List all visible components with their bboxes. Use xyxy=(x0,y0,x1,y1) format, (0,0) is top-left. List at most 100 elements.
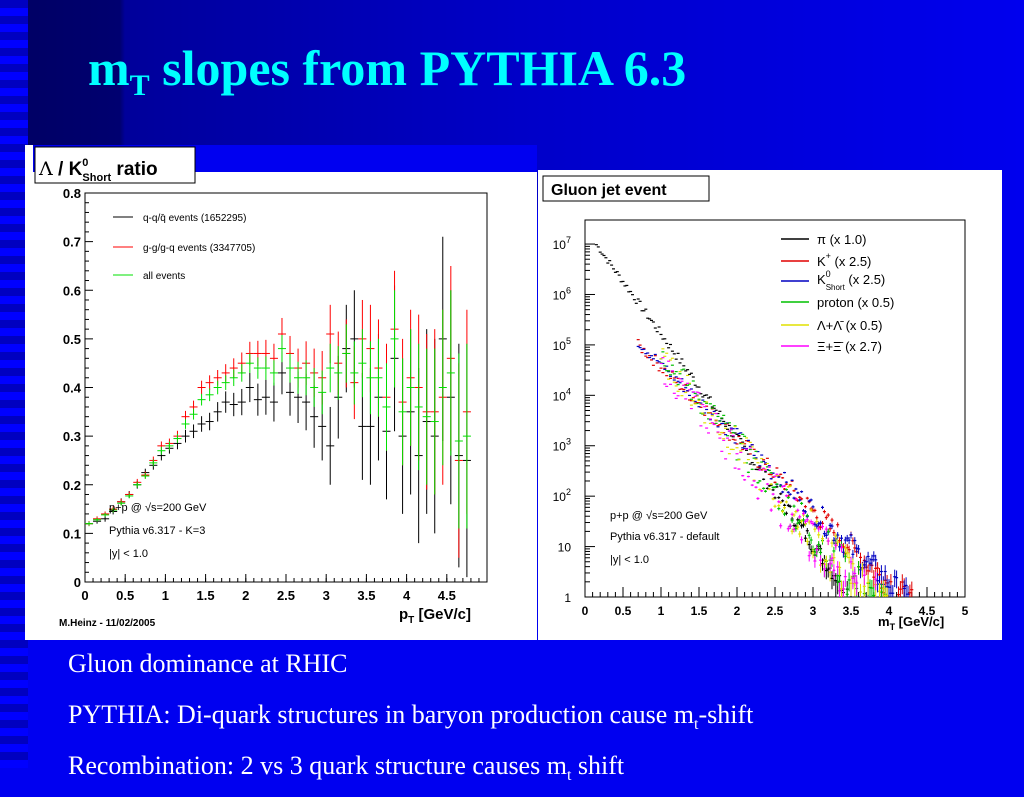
left-data-point-0 xyxy=(197,416,206,432)
title-rest: slopes from PYTHIA 6.3 xyxy=(149,40,687,96)
right-x-tick-label: 1 xyxy=(658,604,665,618)
legend-label-all: all events xyxy=(143,271,185,282)
left-chart-legend: q-q/q̄ events (1652295) g-g/g-q events (… xyxy=(113,213,255,282)
left-data-point-2 xyxy=(197,393,206,406)
left-chart-y-axis: 0 0.1 0.2 0.3 0.4 0.5 0.6 0.7 0.8 xyxy=(63,186,93,590)
right-y-tick-label: 107 xyxy=(553,235,571,252)
left-x-tick-label: 4 xyxy=(403,588,411,603)
bullet-gluon-dominance: Gluon dominance at RHIC xyxy=(68,649,348,678)
right-x-tick-label: 0.5 xyxy=(615,604,632,618)
left-data-point-2 xyxy=(422,348,431,485)
left-chart-title-box xyxy=(34,146,196,184)
right-chart-y-axis: 1 10 102 103 104 105 106 107 xyxy=(553,235,595,605)
left-data-point-2 xyxy=(438,309,447,466)
left-annotation-generator: Pythia v6.317 - K=3 xyxy=(109,525,205,537)
left-data-point-2 xyxy=(269,360,278,386)
left-data-point-2 xyxy=(342,324,351,383)
left-data-point-2 xyxy=(181,419,190,429)
left-x-tick-label: 3 xyxy=(323,588,330,603)
right-x-tick-label: 2.5 xyxy=(767,604,784,618)
title-subscript: T xyxy=(129,69,150,102)
left-data-point-2 xyxy=(382,363,391,451)
right-x-tick-label: 5 xyxy=(962,604,969,618)
right-legend-background xyxy=(774,227,942,357)
left-y-tick-label: 0.2 xyxy=(63,478,81,493)
left-data-point-2 xyxy=(261,356,270,380)
left-data-point-2 xyxy=(213,380,222,395)
left-data-point-0 xyxy=(181,429,190,443)
left-data-point-2 xyxy=(125,493,134,499)
right-y-tick-label: 104 xyxy=(553,386,571,403)
left-data-point-2 xyxy=(165,441,174,451)
right-x-tick-label: 4.5 xyxy=(919,604,936,618)
legend-label-kplus: K+ (x 2.5) xyxy=(817,251,871,269)
left-data-point-2 xyxy=(245,353,254,373)
left-y-tick-label: 0.6 xyxy=(63,283,81,298)
left-y-tick-label: 0.5 xyxy=(63,332,81,347)
left-data-point-2 xyxy=(133,481,142,488)
left-data-point-2 xyxy=(205,388,214,402)
right-y-tick-label: 105 xyxy=(553,336,571,353)
left-data-point-2 xyxy=(334,346,343,400)
left-chart-title: Λ / K0 Short ratio xyxy=(38,157,158,184)
legend-label-lambda: Λ+Λ̄ (x 0.5) xyxy=(817,318,882,333)
left-data-point-2 xyxy=(294,361,303,394)
left-data-point-2 xyxy=(414,343,423,471)
right-y-tick-label: 106 xyxy=(553,285,571,302)
left-data-point-2 xyxy=(366,341,375,415)
right-series-0 xyxy=(594,244,849,597)
decorative-left-band xyxy=(0,0,28,768)
left-data-point-2 xyxy=(374,338,383,417)
left-data-point-1 xyxy=(197,380,206,395)
left-data-point-2 xyxy=(189,408,198,420)
right-x-tick-label: 2 xyxy=(734,604,741,618)
left-data-point-2 xyxy=(358,329,367,398)
legend-label-pi: π (x 1.0) xyxy=(817,232,866,247)
right-chart-x-axis: 0 0.5 1 1.5 2 2.5 3 3.5 4 4.5 5 xyxy=(582,587,969,618)
left-data-point-1 xyxy=(205,375,214,390)
left-chart-series xyxy=(85,236,471,578)
left-data-point-2 xyxy=(93,517,102,522)
right-y-tick-label: 103 xyxy=(553,437,571,454)
left-data-point-2 xyxy=(173,434,182,443)
left-data-point-0 xyxy=(205,412,214,431)
left-chart-x-axis: 0 0.5 1 1.5 2 2.5 3 3.5 4 4.5 xyxy=(81,574,480,603)
left-data-point-2 xyxy=(221,375,230,390)
right-chart-series xyxy=(594,244,914,597)
left-data-point-2 xyxy=(454,353,463,529)
left-data-point-2 xyxy=(117,500,126,506)
left-data-point-0 xyxy=(261,379,270,415)
left-x-tick-label: 3.5 xyxy=(357,588,375,603)
left-data-point-0 xyxy=(213,402,222,422)
left-data-point-0 xyxy=(253,383,262,416)
left-x-axis-label: pT [GeV/c] xyxy=(399,606,471,626)
left-data-point-2 xyxy=(141,473,150,479)
left-x-tick-label: 2 xyxy=(242,588,249,603)
left-data-point-2 xyxy=(406,329,415,446)
left-chart-footer: M.Heinz - 11/02/2005 xyxy=(59,618,156,629)
left-data-point-2 xyxy=(310,368,319,407)
left-data-point-2 xyxy=(326,343,335,393)
left-data-point-2 xyxy=(101,512,110,517)
right-x-axis-label: mT [GeV/c] xyxy=(878,614,944,632)
bullet-recombination: Recombination: 2 vs 3 quark structure ca… xyxy=(68,751,625,785)
right-series-5 xyxy=(659,357,878,597)
legend-label-xi: Ξ+Ξ̄ (x 2.7) xyxy=(817,339,882,354)
left-data-point-0 xyxy=(221,391,230,413)
left-x-tick-label: 1.5 xyxy=(197,588,215,603)
left-data-point-2 xyxy=(253,357,262,379)
left-x-tick-label: 0.5 xyxy=(116,588,134,603)
right-annotation-rapidity: |y| < 1.0 xyxy=(610,554,649,566)
legend-label-k0short: K0 Short (x 2.5) xyxy=(817,269,885,292)
legend-label-gg: g-g/g-q events (3347705) xyxy=(143,243,255,254)
left-data-point-2 xyxy=(286,353,295,383)
left-y-tick-label: 0.4 xyxy=(63,381,82,396)
right-y-tick-label: 1 xyxy=(564,591,571,605)
left-data-point-2 xyxy=(390,290,399,388)
left-y-tick-label: 0 xyxy=(74,575,81,590)
left-data-point-0 xyxy=(245,372,254,403)
right-y-tick-label: 102 xyxy=(553,487,571,504)
left-annotation-collision: p+p @ √s=200 GeV xyxy=(109,502,207,514)
left-data-point-2 xyxy=(237,364,246,382)
left-y-tick-label: 0.8 xyxy=(63,186,81,201)
